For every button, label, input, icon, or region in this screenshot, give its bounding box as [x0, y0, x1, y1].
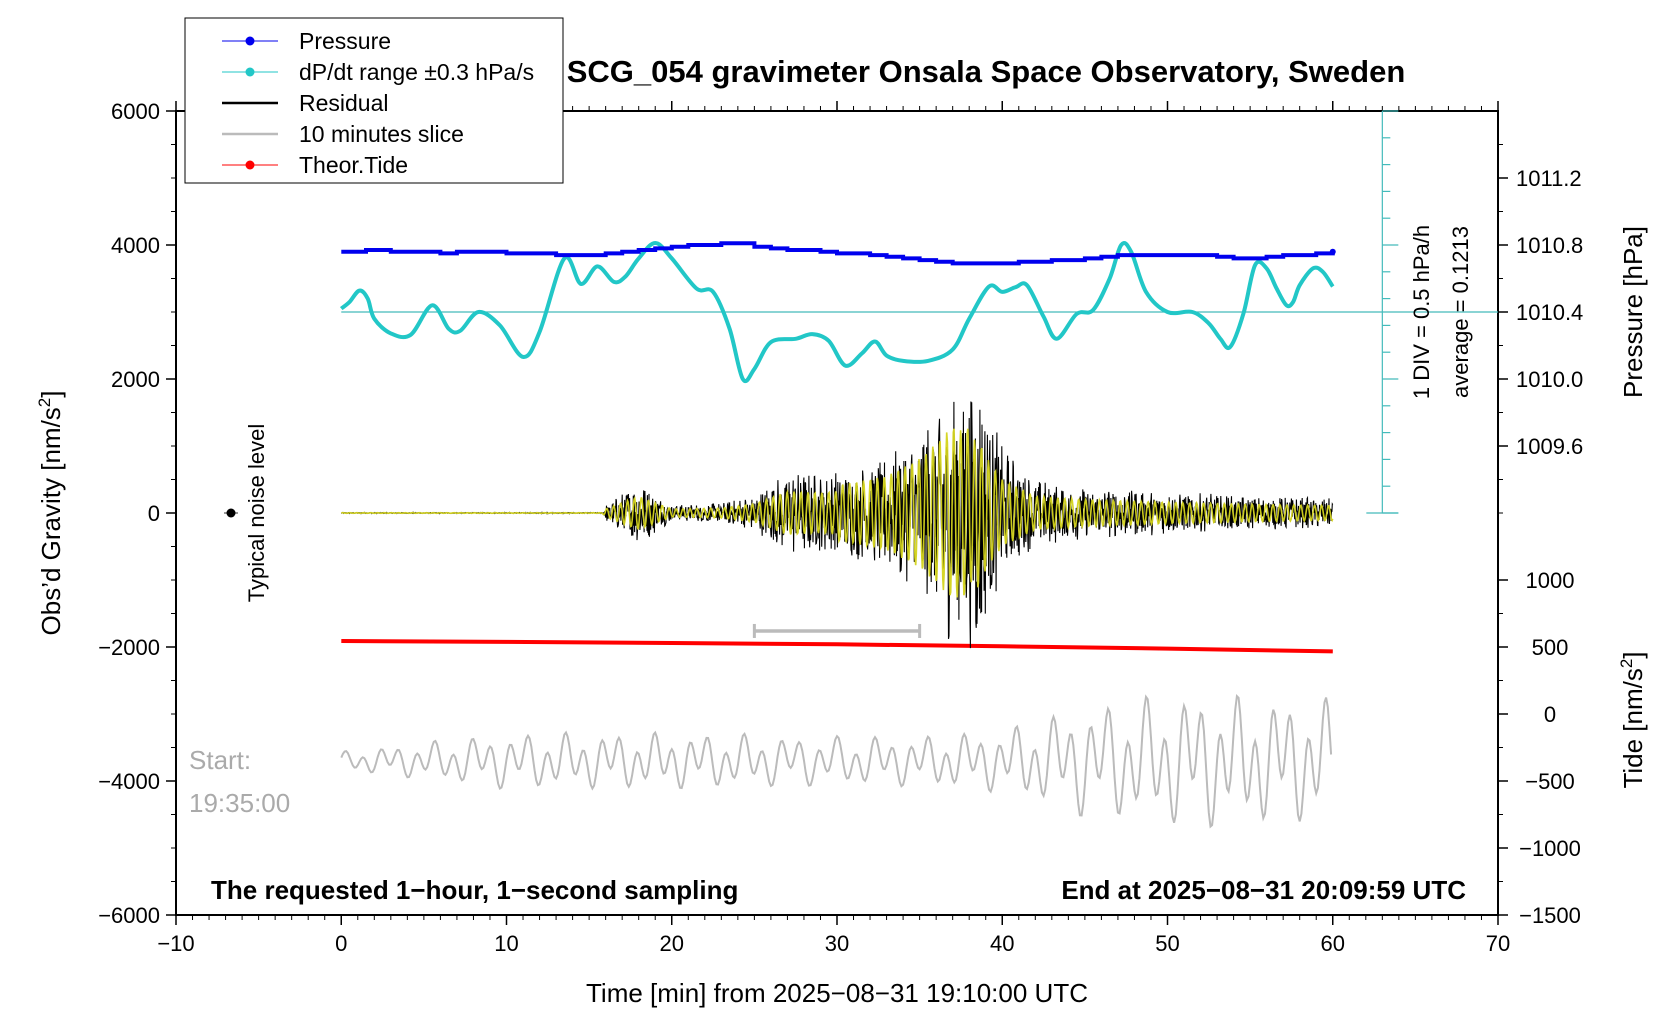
y-left-tick-label: 2000	[111, 367, 160, 392]
y-tide-tick-label: −500	[1525, 769, 1575, 794]
y-tide-tick-label: 1000	[1526, 568, 1575, 593]
legend-swatch-pressure-dot	[245, 36, 255, 46]
y-left-tick-label: 4000	[111, 233, 160, 258]
y-tide-tick-label: 500	[1532, 635, 1569, 660]
y-left-tick-label: 6000	[111, 99, 160, 124]
y-left-tick-label: 0	[148, 501, 160, 526]
legend-label-pressure: Pressure	[299, 28, 391, 54]
legend-label-dpdt: dP/dt range ±0.3 hPa/s	[299, 59, 534, 85]
series-tide-line	[341, 639, 1333, 654]
legend-label-tide: Theor.Tide	[299, 152, 408, 178]
x-tick-label: 0	[335, 931, 347, 956]
y-axis-left-label-sup: 2	[35, 398, 54, 407]
y-pressure-tick-label: 1011.2	[1516, 166, 1582, 191]
average-label: average = 0.1213	[1448, 226, 1473, 398]
y-left-tick-label: −6000	[98, 903, 160, 928]
x-axis-label: Time [min] from 2025−08−31 19:10:00 UTC	[586, 978, 1088, 1008]
series-dpdt-line	[340, 240, 1335, 384]
y-axis-left-label-main: Obs’d Gravity [nm/s	[36, 407, 66, 635]
y-pressure-tick-label: 1010.8	[1516, 233, 1583, 258]
x-tick-label: 70	[1486, 931, 1510, 956]
y-axis-left-label: Obs’d Gravity [nm/s2]	[35, 391, 66, 636]
legend-label-residual: Residual	[299, 90, 389, 116]
series-pressure-end-point	[1329, 248, 1336, 255]
series-slice-line	[340, 693, 1333, 829]
y-axis-left-label-end: ]	[36, 391, 66, 398]
series-residual-overlay	[341, 428, 1334, 598]
start-label: Start:	[189, 745, 251, 775]
y-axis-tide-label-end: ]	[1618, 651, 1648, 658]
x-tick-label: 10	[494, 931, 518, 956]
y-left-tick-label: −4000	[98, 769, 160, 794]
x-tick-label: 20	[660, 931, 684, 956]
series-pressure-line	[341, 241, 1335, 266]
axis-ticks: −10 0 10 20 30 40 50 60 70 6000 4000 2000 0 −2000 −400…	[98, 99, 1583, 956]
x-tick-label: 60	[1321, 931, 1345, 956]
y-axis-tide-label: Tide [nm/s2]	[1617, 651, 1648, 788]
x-tick-label: 30	[825, 931, 849, 956]
legend-box	[184, 17, 564, 184]
y-axis-tide-label-main: Tide [nm/s	[1618, 668, 1648, 788]
x-tick-label: −10	[157, 931, 194, 956]
legend: Pressure dP/dt range ±0.3 hPa/s Residual…	[184, 17, 564, 184]
x-tick-label: 50	[1155, 931, 1179, 956]
data-series	[340, 240, 1336, 829]
div-scale-label: 1 DIV = 0.5 hPa/h	[1409, 225, 1434, 399]
y-pressure-tick-label: 1010.4	[1516, 300, 1583, 325]
y-tide-tick-label: −1000	[1519, 836, 1581, 861]
footer-left-text: The requested 1−hour, 1−second sampling	[211, 875, 738, 905]
y-pressure-tick-label: 1010.0	[1516, 367, 1583, 392]
dpdt-reference-line	[341, 110, 1498, 514]
legend-label-slice: 10 minutes slice	[299, 121, 464, 147]
y-pressure-tick-label: 1009.6	[1516, 434, 1583, 459]
y-tide-tick-label: 0	[1544, 702, 1556, 727]
y-tide-tick-label: −1500	[1519, 903, 1581, 928]
start-time: 19:35:00	[189, 788, 290, 818]
y-axis-tide-label-sup: 2	[1617, 659, 1636, 668]
legend-swatch-dpdt-dot	[245, 67, 255, 77]
footer-right-text: End at 2025−08−31 20:09:59 UTC	[1061, 875, 1466, 905]
y-left-tick-label: −2000	[98, 635, 160, 660]
y-axis-pressure-label: Pressure [hPa]	[1618, 226, 1648, 398]
legend-swatch-tide-dot	[245, 160, 255, 170]
x-tick-label: 40	[990, 931, 1014, 956]
noise-level-marker	[226, 508, 236, 518]
noise-level-label: Typical noise level	[244, 424, 269, 603]
chart-title: SCG_054 gravimeter Onsala Space Observat…	[567, 54, 1406, 89]
